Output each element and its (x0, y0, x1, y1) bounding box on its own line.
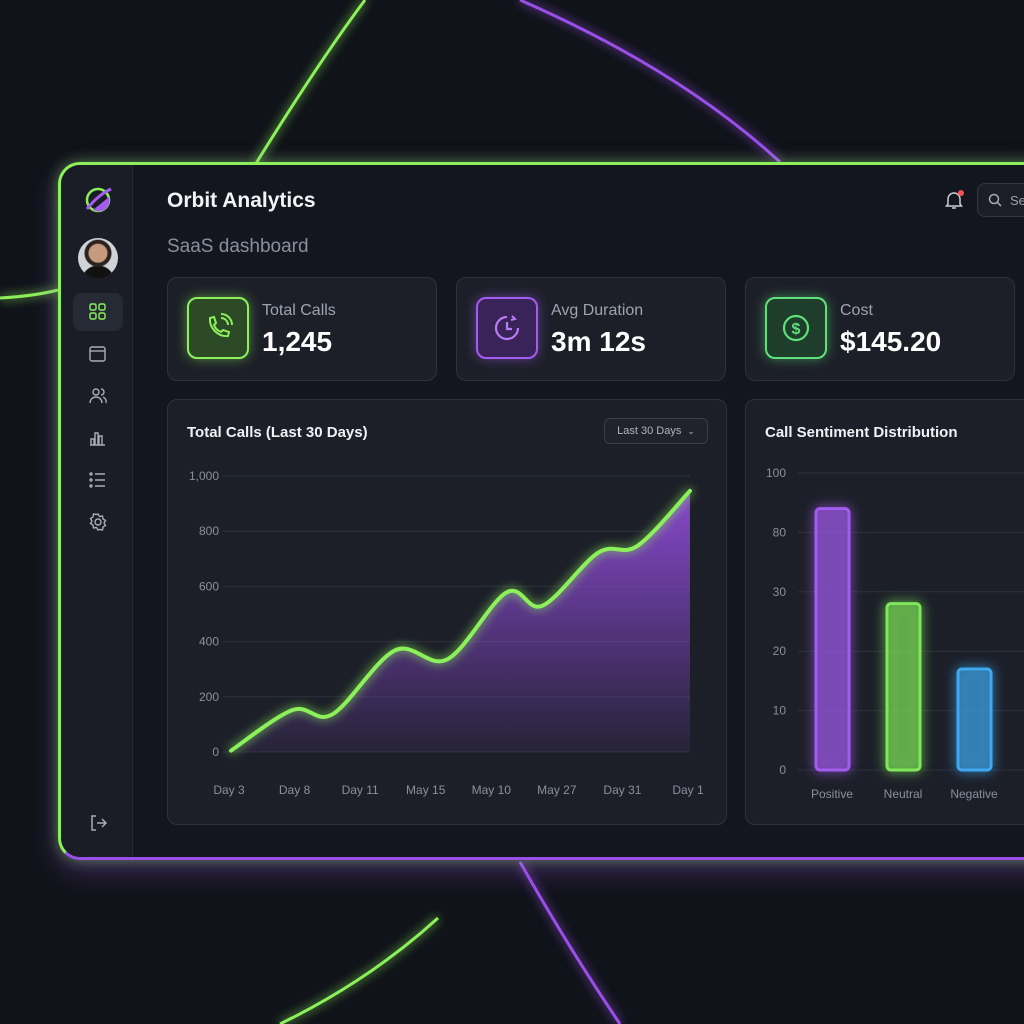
sidebar-item-users[interactable] (73, 377, 123, 415)
search-placeholder: Se (1010, 192, 1024, 208)
x-tick-label: May 10 (472, 783, 512, 797)
bar-negative (956, 667, 993, 772)
logout-icon[interactable] (88, 813, 108, 833)
avatar[interactable] (78, 238, 118, 278)
chevron-down-icon: ⌄ (687, 425, 695, 436)
dollar-icon: $ (765, 297, 827, 359)
search-input[interactable]: Se (977, 183, 1024, 217)
notification-bell-icon[interactable] (943, 189, 965, 211)
x-tick-label: May 27 (537, 783, 577, 797)
line-chart: 0 200 400 600 800 1,000 Day 3 Day 8 Day 11 May 15… (189, 469, 704, 797)
svg-text:$: $ (792, 321, 801, 338)
sidebar-item-dashboard-grid[interactable] (73, 293, 123, 331)
clock-icon (476, 297, 538, 359)
x-tick-label: Day 8 (279, 783, 311, 797)
series-line (229, 488, 692, 753)
y-tick-label: 0 (779, 763, 786, 777)
stat-value: 3m 12s (551, 326, 646, 357)
phone-icon (187, 297, 249, 359)
x-tick-label: Neutral (884, 787, 923, 801)
area-fill (231, 490, 690, 752)
sidebar-item-list[interactable] (73, 461, 123, 499)
stat-value: $145.20 (840, 326, 942, 357)
y-tick-label: 10 (773, 704, 787, 718)
y-tick-label: 400 (199, 635, 219, 649)
y-tick-label: 80 (773, 525, 787, 539)
stat-label: Total Calls (262, 302, 336, 319)
stat-label: Cost (840, 302, 873, 319)
gear-icon (89, 513, 107, 531)
y-tick-label: 0 (212, 745, 219, 759)
orbit-logo-icon (85, 187, 112, 213)
x-tick-label: Negative (950, 787, 998, 801)
date-range-dropdown[interactable]: Last 30 Days ⌄ (604, 418, 708, 444)
y-tick-label: 20 (773, 644, 787, 658)
chart-title: Total Calls (Last 30 Days) (187, 424, 368, 441)
chart-title: Call Sentiment Distribution (765, 424, 958, 441)
y-tick-label: 200 (199, 690, 219, 704)
bar-chart-icon (90, 432, 105, 446)
sidebar-item-gear[interactable] (73, 503, 123, 541)
users-icon (89, 388, 107, 404)
x-tick-label: Day 3 (213, 783, 245, 797)
sidebar-item-calendar[interactable] (73, 335, 123, 373)
line-chart-card: Total Calls (Last 30 Days) Last 30 Days ⌄… (167, 399, 727, 825)
bar-chart-card: Call Sentiment Distribution 0 10 20 30 80 100… (745, 399, 1024, 825)
x-tick-label: May 15 (406, 783, 446, 797)
search-icon (988, 193, 1002, 207)
bar-neutral (885, 602, 922, 772)
y-tick-label: 30 (773, 585, 787, 599)
x-tick-label: Positive (811, 787, 853, 801)
page-subtitle: SaaS dashboard (167, 236, 309, 257)
y-tick-label: 600 (199, 579, 219, 593)
dashboard-grid-icon (89, 303, 106, 320)
y-tick-label: 100 (766, 466, 786, 480)
stat-card-avg-duration: Avg Duration 3m 12s (456, 277, 726, 381)
stat-card-cost: $ Cost $145.20 (745, 277, 1015, 381)
y-tick-label: 1,000 (189, 469, 219, 483)
bar-chart: 0 10 20 30 80 100 Positive Neutral Negative (766, 466, 1024, 801)
calendar-icon (89, 346, 106, 362)
x-tick-label: Day 31 (603, 783, 641, 797)
stat-card-total-calls: Total Calls 1,245 (167, 277, 437, 381)
stat-label: Avg Duration (551, 302, 644, 319)
bar-positive (814, 507, 851, 772)
stat-value: 1,245 (262, 326, 333, 357)
y-tick-label: 800 (199, 524, 219, 538)
x-tick-label: Day 11 (342, 783, 379, 797)
sidebar-item-bar-chart[interactable] (73, 419, 123, 457)
x-tick-label: Day 1 (672, 783, 704, 797)
page-title: Orbit Analytics (167, 189, 316, 212)
list-icon (89, 472, 105, 488)
dashboard-window: Orbit Analytics SaaS dashboard Se Total … (58, 162, 1024, 860)
sidebar (61, 165, 133, 857)
dropdown-value: Last 30 Days (617, 425, 682, 437)
